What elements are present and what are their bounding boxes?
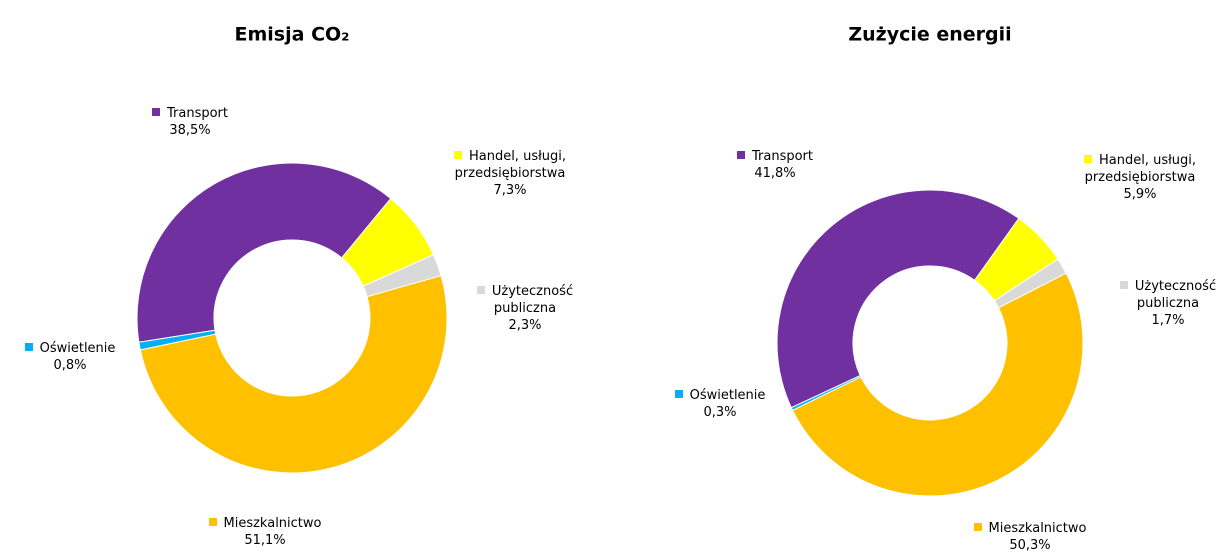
category-label: Transport [751,149,813,164]
donut-segment [776,189,1020,409]
data-label: Handel, usługi, przedsiębiorstwa 5,9% [1075,152,1205,203]
value-label: 5,9% [1123,187,1157,202]
category-label: Transport [166,106,228,121]
donut-segment [138,329,217,351]
label-name-line: Użyteczność publiczna [1103,278,1223,312]
value-label: 0,8% [53,358,87,373]
legend-swatch [208,518,217,526]
value-label: 7,3% [493,183,527,198]
legend-swatch [476,286,485,294]
category-label: Oświetlenie [689,388,766,403]
value-label: 41,8% [754,166,796,181]
legend-swatch [453,151,462,159]
data-label: Użyteczność publiczna 1,7% [1103,278,1223,329]
legend-swatch [151,108,160,116]
legend-swatch [24,343,33,351]
donut-segment [790,374,862,411]
label-name-line: Handel, usługi, przedsiębiorstwa [445,148,575,182]
legend-swatch [736,151,745,159]
chart-title: Emisja CO₂ [235,24,350,46]
label-name-line: Oświetlenie [655,387,785,404]
label-name-line: Transport [125,105,255,122]
category-label: Oświetlenie [39,341,116,356]
donut-segment [136,162,392,343]
data-label: Transport 41,8% [710,148,840,182]
value-label: 51,1% [244,533,286,548]
label-name-line: Handel, usługi, przedsiębiorstwa [1075,152,1205,186]
data-label: Użyteczność publiczna 2,3% [460,283,590,334]
data-label: Mieszkalnictwo 51,1% [200,515,330,549]
category-label: Mieszkalnictwo [988,521,1087,536]
category-label: Mieszkalnictwo [223,516,322,531]
data-label: Oświetlenie 0,8% [5,340,135,374]
chart-title: Zużycie energii [848,24,1011,46]
value-label: 50,3% [1009,538,1051,552]
data-label: Transport 38,5% [125,105,255,139]
data-label: Oświetlenie 0,3% [655,387,785,421]
value-label: 2,3% [508,318,542,333]
legend-swatch [674,390,683,398]
label-name-line: Mieszkalnictwo [965,520,1095,537]
value-label: 0,3% [703,405,737,420]
donut-segment [791,272,1084,497]
category-label: Użyteczność publiczna [1134,279,1217,311]
legend-swatch [1083,155,1092,163]
label-name-line: Oświetlenie [5,340,135,357]
category-label: Użyteczność publiczna [491,284,574,316]
category-label: Handel, usługi, przedsiębiorstwa [454,149,567,181]
value-label: 1,7% [1151,313,1185,328]
data-label: Handel, usługi, przedsiębiorstwa 7,3% [445,148,575,199]
category-label: Handel, usługi, przedsiębiorstwa [1084,153,1197,185]
donut-segment [139,275,448,474]
label-name-line: Użyteczność publiczna [460,283,590,317]
label-name-line: Mieszkalnictwo [200,515,330,532]
legend-swatch [973,523,982,531]
label-name-line: Transport [710,148,840,165]
value-label: 38,5% [169,123,211,138]
data-label: Mieszkalnictwo 50,3% [965,520,1095,552]
legend-swatch [1119,281,1128,289]
